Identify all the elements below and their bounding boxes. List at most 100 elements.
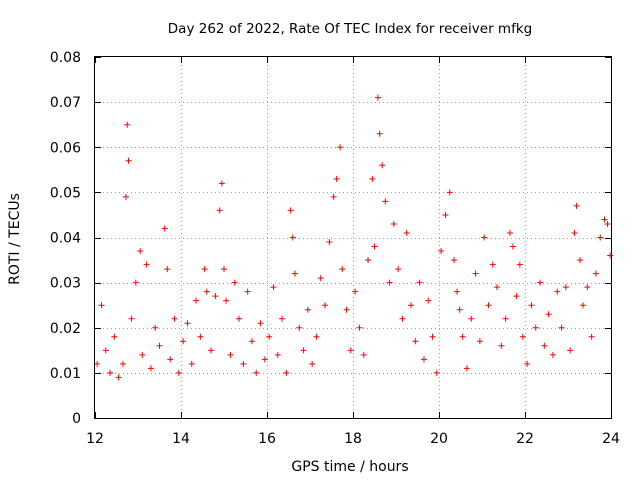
data-point <box>468 315 475 322</box>
data-point <box>236 315 243 322</box>
data-point <box>562 284 569 291</box>
x-tick-label: 18 <box>344 431 362 447</box>
data-point <box>304 306 311 313</box>
data-point <box>513 293 520 300</box>
data-point <box>528 302 535 309</box>
y-axis-title: ROTI / TECUs <box>7 193 23 285</box>
data-point <box>132 279 139 286</box>
x-tick-label: 12 <box>86 431 104 447</box>
x-tick-label: 14 <box>172 431 190 447</box>
y-tick-label: 0 <box>72 411 81 427</box>
data-point <box>98 302 105 309</box>
data-point <box>167 356 174 363</box>
data-point <box>386 279 393 286</box>
data-point <box>571 229 578 236</box>
data-point <box>420 356 427 363</box>
data-point <box>429 333 436 340</box>
data-point <box>287 207 294 214</box>
data-point <box>459 333 466 340</box>
grid-lines <box>95 57 611 418</box>
data-point <box>125 157 132 164</box>
data-point <box>257 320 264 327</box>
data-point <box>188 360 195 367</box>
data-point <box>438 248 445 255</box>
data-point <box>270 284 277 291</box>
data-point <box>481 234 488 241</box>
data-point <box>374 94 381 101</box>
data-point <box>573 202 580 209</box>
data-point <box>296 324 303 331</box>
data-point <box>360 351 367 358</box>
data-point <box>152 324 159 331</box>
data-point <box>343 306 350 313</box>
data-point <box>347 347 354 354</box>
data-point <box>175 369 182 376</box>
data-point <box>208 347 215 354</box>
data-point <box>472 270 479 277</box>
data-point <box>300 347 307 354</box>
data-point <box>283 369 290 376</box>
y-tick-label: 0.07 <box>50 95 81 111</box>
data-point <box>218 180 225 187</box>
data-point <box>390 220 397 227</box>
data-point <box>333 175 340 182</box>
data-point <box>317 275 324 282</box>
data-point <box>244 288 251 295</box>
data-point <box>227 351 234 358</box>
data-point <box>519 333 526 340</box>
x-tick-label: 22 <box>516 431 534 447</box>
data-point <box>313 333 320 340</box>
y-tick-label: 0.06 <box>50 140 81 156</box>
data-point <box>137 248 144 255</box>
data-point <box>203 288 210 295</box>
data-point <box>147 365 154 372</box>
data-point <box>212 293 219 300</box>
data-point <box>463 365 470 372</box>
plot-frame <box>94 56 612 419</box>
data-point <box>554 288 561 295</box>
data-point <box>216 207 223 214</box>
data-point <box>502 315 509 322</box>
data-point <box>180 338 187 345</box>
data-point <box>248 338 255 345</box>
data-point <box>494 284 501 291</box>
data-point <box>584 284 591 291</box>
data-point <box>122 193 129 200</box>
data-point <box>545 311 552 318</box>
data-point <box>115 374 122 381</box>
data-point <box>376 130 383 137</box>
data-point <box>607 252 614 259</box>
y-tick-label: 0.01 <box>50 366 81 382</box>
y-tick-label: 0.08 <box>50 50 81 66</box>
data-point <box>369 175 376 182</box>
data-point <box>442 211 449 218</box>
data-point <box>416 279 423 286</box>
y-tick-label: 0.02 <box>50 321 81 337</box>
data-point <box>161 225 168 232</box>
data-point <box>111 333 118 340</box>
data-point <box>588 333 595 340</box>
data-point <box>382 198 389 205</box>
data-point <box>592 270 599 277</box>
data-point <box>330 193 337 200</box>
data-point <box>253 369 260 376</box>
data-point <box>143 261 150 268</box>
data-point <box>489 261 496 268</box>
data-point <box>171 315 178 322</box>
data-point <box>266 333 273 340</box>
data-point <box>454 288 461 295</box>
data-point <box>322 302 329 309</box>
data-point <box>412 338 419 345</box>
data-point <box>485 302 492 309</box>
data-point <box>309 360 316 367</box>
data-point <box>184 320 191 327</box>
data-point <box>395 266 402 273</box>
data-point <box>102 347 109 354</box>
data-point <box>498 342 505 349</box>
data-point <box>403 229 410 236</box>
data-point <box>119 360 126 367</box>
x-axis-title: GPS time / hours <box>291 459 408 475</box>
y-tick-label: 0.05 <box>50 185 81 201</box>
data-point <box>356 324 363 331</box>
